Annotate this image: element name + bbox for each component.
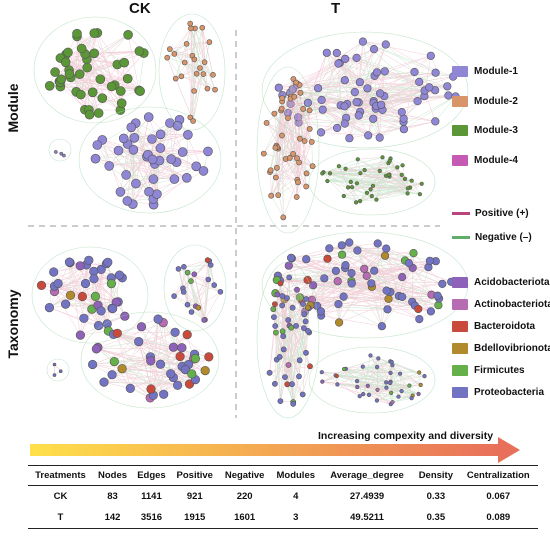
- table-cell: 0.33: [426, 491, 446, 502]
- legend-item-bacteroidota: Bacteroidota: [452, 321, 535, 332]
- header-positive: Positive: [170, 465, 219, 486]
- legend-item-firmicutes: Firmicutes: [452, 365, 525, 376]
- node-group: [36, 255, 130, 340]
- legend-label: Bdellovibrionota: [474, 343, 550, 354]
- legend-item-bdellovibrionota: Bdellovibrionota: [452, 343, 550, 354]
- ck-module-network: [33, 13, 226, 214]
- table-cell: 83: [107, 491, 118, 502]
- header-modules: Modules: [270, 465, 321, 486]
- legend-label: Firmicutes: [474, 365, 525, 376]
- node-group: [319, 353, 427, 407]
- table-cell: 27.4939: [349, 491, 385, 502]
- legend-label: Acidobacteriota: [474, 277, 550, 288]
- edge-group: [166, 23, 216, 122]
- module-2-swatch: [452, 96, 468, 107]
- table-cell: 0.089: [458, 507, 538, 529]
- table-cell: 4: [293, 491, 299, 502]
- table-cell: 921: [186, 491, 203, 502]
- table-cell: 3516: [132, 507, 171, 529]
- legend-label: Negative (–): [475, 232, 532, 243]
- node-group: [164, 20, 218, 124]
- table-cell: 142: [92, 507, 133, 529]
- legend-label: Module-1: [474, 66, 518, 77]
- node-group: [44, 28, 149, 120]
- table-cell: 3: [270, 507, 321, 529]
- positive-line: [452, 212, 470, 215]
- header-density: Density: [413, 465, 459, 486]
- edge-group: [321, 355, 425, 405]
- legend-item-proteobacteria: Proteobacteria: [452, 387, 544, 398]
- taxon-swatch: [452, 299, 468, 310]
- legend-label: Proteobacteria: [474, 387, 545, 398]
- legend-label: Module-2: [474, 96, 518, 107]
- table-cell: 0.067: [486, 491, 511, 502]
- table-cell: T: [28, 507, 93, 529]
- arrow-label: Increasing compexity and diversity: [318, 430, 494, 442]
- node-group: [87, 314, 214, 403]
- taxon-swatch: [452, 365, 468, 376]
- table-cell: 220: [236, 491, 253, 502]
- t-taxonomy-network: [256, 231, 469, 419]
- legend-label: Module-4: [474, 155, 518, 166]
- table-cell: 1915: [170, 507, 219, 529]
- legend-item-module-3: Module-3: [452, 125, 518, 136]
- legend-label: Bacteroidota: [474, 321, 536, 332]
- legend-item-positive: Positive (+): [452, 208, 529, 219]
- edge-group: [275, 242, 452, 327]
- header-nodes: Nodes: [92, 465, 133, 486]
- column-title-t: T: [331, 0, 341, 17]
- taxon-swatch: [452, 343, 468, 354]
- legend-item-negative: Negative (–): [452, 232, 532, 243]
- row-title-module: Module: [5, 83, 21, 133]
- node-group: [171, 257, 224, 323]
- node-group: [320, 155, 424, 205]
- table-cell: 1141: [141, 491, 162, 502]
- network-panels: [31, 13, 469, 419]
- legend-label: Module-3: [474, 125, 518, 136]
- table-header-row: Treatments Nodes Edges Positive Negative…: [28, 465, 538, 486]
- edge-group: [322, 157, 422, 203]
- header-average-degree: Average_degree: [321, 465, 414, 486]
- table-row: CK 83 1141 921 220 4 27.4939 0.33 0.067: [28, 486, 538, 508]
- legend-item-acidobacteriota: Acidobacteriota: [452, 277, 550, 288]
- header-edges: Edges: [132, 465, 171, 486]
- legend-item-module-4: Module-4: [452, 155, 518, 166]
- edge-group: [263, 78, 313, 218]
- negative-line: [452, 236, 470, 239]
- table-cell: 49.5211: [321, 507, 414, 529]
- table-row: T 142 3516 1915 1601 3 49.5211 0.35 0.08…: [28, 507, 538, 529]
- complexity-arrow: [30, 437, 520, 463]
- column-title-ck: CK: [129, 0, 151, 17]
- ck-taxonomy-network: [31, 244, 227, 409]
- table-cell: 0.35: [413, 507, 459, 529]
- module-1-swatch: [452, 66, 468, 77]
- node-group: [266, 274, 313, 407]
- node-group: [52, 362, 63, 377]
- header-treatments: Treatments: [28, 465, 93, 486]
- header-negative: Negative: [218, 465, 271, 486]
- node-group: [53, 150, 66, 158]
- node-group: [260, 76, 316, 221]
- legend-item-module-2: Module-2: [452, 96, 518, 107]
- taxon-swatch: [452, 387, 468, 398]
- table-cell: CK: [53, 491, 68, 502]
- legend-item-actinobacteriota: Actinobacteriota: [452, 299, 550, 310]
- t-module-network: [256, 31, 469, 234]
- row-title-taxonomy: Taxonomy: [5, 289, 21, 359]
- arrow-head: [498, 437, 520, 463]
- taxon-swatch: [452, 277, 468, 288]
- legend-label: Actinobacteriota: [474, 299, 550, 310]
- legend-label: Positive (+): [475, 208, 529, 219]
- header-centralization: Centralization: [458, 465, 538, 486]
- legend-item-module-1: Module-1: [452, 66, 518, 77]
- table-cell: 1601: [218, 507, 271, 529]
- network-stats-table: Treatments Nodes Edges Positive Negative…: [28, 465, 538, 529]
- node-group: [90, 112, 213, 210]
- edge-group: [92, 318, 209, 399]
- taxon-swatch: [452, 321, 468, 332]
- module-3-swatch: [452, 125, 468, 136]
- edge-group: [49, 32, 145, 115]
- module-4-swatch: [452, 155, 468, 166]
